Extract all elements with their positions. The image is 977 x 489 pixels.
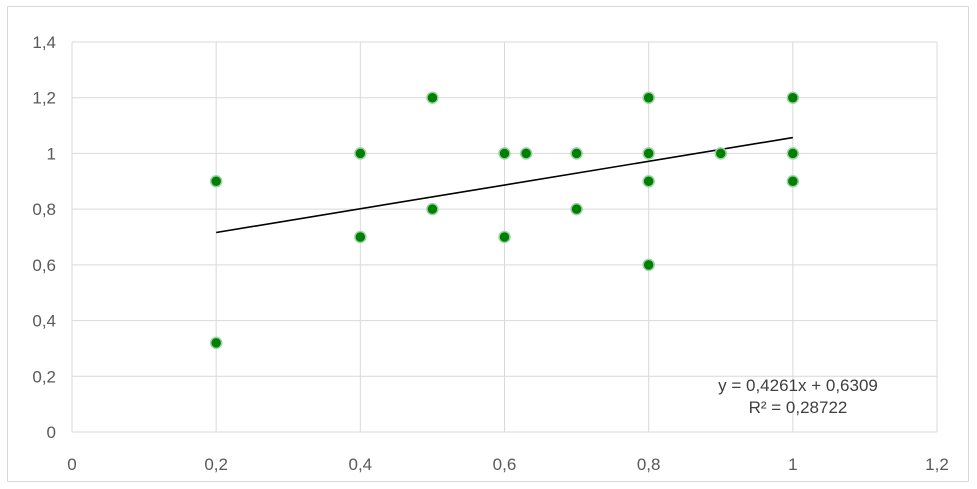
- data-point: [714, 147, 727, 160]
- vertical-gridlines: [71, 42, 938, 432]
- y-tick-label: 0,8: [32, 200, 56, 219]
- data-point: [209, 175, 223, 188]
- x-tick-label: 0,6: [493, 455, 517, 474]
- data-point: [642, 147, 655, 160]
- x-tick-label: 1,2: [925, 455, 949, 474]
- y-tick-label: 0,2: [32, 367, 56, 386]
- data-point: [786, 91, 800, 104]
- data-point: [642, 175, 655, 188]
- chart-area: [7, 6, 969, 482]
- data-point: [786, 147, 800, 160]
- data-point: [354, 230, 367, 244]
- trendline-equation: y = 0,4261x + 0,6309: [718, 376, 878, 395]
- trendline-r-squared: R² = 0,28722: [749, 398, 848, 417]
- y-axis-tick-labels: 0 0,2 0,4 0,6 0,8 1 1,2 1,4: [32, 33, 56, 442]
- data-point: [570, 147, 583, 160]
- data-point: [642, 258, 655, 272]
- y-tick-label: 1: [47, 144, 56, 163]
- y-tick-label: 1,2: [32, 89, 56, 108]
- data-points: [209, 91, 800, 350]
- data-point: [519, 147, 533, 160]
- y-tick-label: 0: [47, 423, 56, 442]
- x-tick-label: 0,4: [349, 455, 373, 474]
- x-tick-label: 0,2: [204, 455, 228, 474]
- x-tick-label: 0,8: [637, 455, 661, 474]
- trendline-group: [216, 136, 793, 234]
- data-point: [498, 230, 511, 244]
- y-tick-label: 1,4: [32, 33, 56, 52]
- data-point: [426, 91, 439, 104]
- data-point: [426, 202, 439, 216]
- y-tick-label: 0,4: [32, 312, 56, 331]
- x-axis-tick-labels: 0 0,2 0,4 0,6 0,8 1 1,2: [67, 455, 949, 474]
- trendline: [216, 136, 793, 234]
- data-point: [498, 147, 511, 160]
- data-point: [209, 336, 223, 350]
- data-point: [642, 91, 655, 104]
- x-tick-label: 0: [67, 455, 76, 474]
- y-tick-label: 0,6: [32, 256, 56, 275]
- data-point: [786, 175, 800, 188]
- data-point: [570, 202, 583, 216]
- x-tick-label: 1: [788, 455, 797, 474]
- data-point: [354, 147, 367, 160]
